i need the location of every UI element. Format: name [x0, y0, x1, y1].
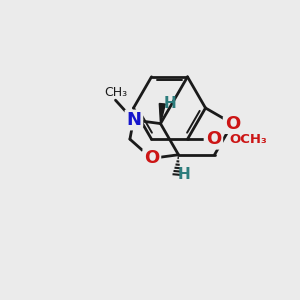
FancyBboxPatch shape [223, 116, 242, 131]
FancyBboxPatch shape [204, 132, 223, 147]
Polygon shape [159, 103, 165, 124]
Text: O: O [144, 149, 159, 167]
Text: OCH₃: OCH₃ [230, 133, 267, 146]
FancyBboxPatch shape [142, 151, 161, 166]
Text: CH₃: CH₃ [104, 86, 127, 99]
Text: H: H [164, 96, 176, 111]
Text: H: H [178, 167, 190, 182]
Text: N: N [126, 111, 141, 129]
Text: O: O [206, 130, 221, 148]
FancyBboxPatch shape [124, 112, 143, 128]
Text: O: O [225, 115, 240, 133]
